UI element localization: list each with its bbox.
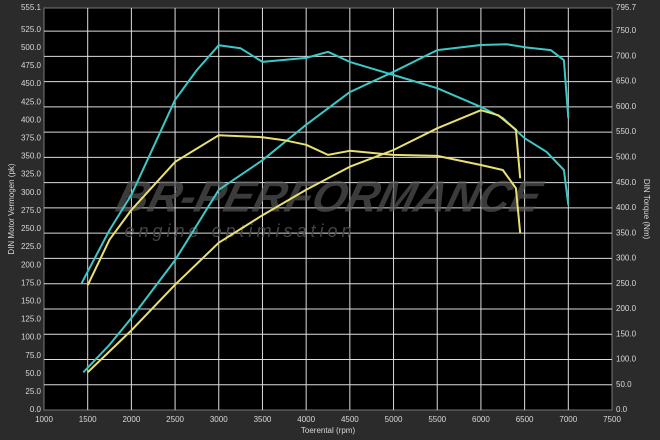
- x-tick-label: 7500: [603, 415, 621, 424]
- y-tick-label: 400.0: [21, 115, 42, 124]
- x-tick-label: 4500: [341, 415, 359, 424]
- y2-axis-label: DIN Torque (Nm): [642, 179, 651, 240]
- watermark-subtitle: engine optimisation: [124, 221, 355, 241]
- y-tick-label: 150.0: [21, 296, 42, 305]
- y2-tick-label: 150.0: [616, 329, 637, 338]
- data-line: [86, 134, 522, 286]
- data-line: [82, 43, 570, 373]
- data-line: [87, 109, 522, 374]
- y-tick-label: 75.0: [25, 351, 41, 360]
- y-tick-label: 0.0: [30, 405, 42, 414]
- x-tick-label: 1500: [79, 415, 97, 424]
- y-tick-label: 475.0: [21, 61, 42, 70]
- y-tick-label: 25.0: [25, 387, 41, 396]
- y-tick-label: 200.0: [21, 260, 42, 269]
- grid: [44, 8, 612, 410]
- x-tick-label: 3500: [254, 415, 272, 424]
- y-tick-label: 275.0: [21, 206, 42, 215]
- y-tick-label: 125.0: [21, 315, 42, 324]
- y-tick-label: 325.0: [21, 170, 42, 179]
- x-tick-label: 6500: [516, 415, 534, 424]
- y2-tick-label: 350.0: [616, 228, 637, 237]
- y2-tick-label: 795.7: [616, 3, 637, 12]
- x-tick-label: 7000: [559, 415, 577, 424]
- y-axis-label: DIN Motor Vermogen (pk): [7, 163, 16, 254]
- y2-tick-label: 500.0: [616, 153, 637, 162]
- x-tick-label: 5000: [385, 415, 403, 424]
- y2-tick-label: 300.0: [616, 254, 637, 263]
- y2-tick-label: 700.0: [616, 51, 637, 60]
- y-tick-label: 450.0: [21, 79, 42, 88]
- y-tick-label: 350.0: [21, 152, 42, 161]
- x-tick-label: 2000: [122, 415, 140, 424]
- y2-tick-label: 550.0: [616, 127, 637, 136]
- y2-tick-label: 200.0: [616, 304, 637, 313]
- y-tick-label: 50.0: [25, 369, 41, 378]
- y2-tick-label: 50.0: [616, 380, 632, 389]
- y2-tick-label: 400.0: [616, 203, 637, 212]
- y-tick-label: 425.0: [21, 97, 42, 106]
- y-tick-label: 175.0: [21, 278, 42, 287]
- x-tick-label: 2500: [166, 415, 184, 424]
- x-tick-label: 4000: [297, 415, 315, 424]
- x-tick-label: 3000: [210, 415, 228, 424]
- y-tick-label: 225.0: [21, 242, 42, 251]
- y-tick-label: 500.0: [21, 43, 42, 52]
- y2-tick-label: 100.0: [616, 355, 637, 364]
- y2-tick-label: 450.0: [616, 178, 637, 187]
- y2-tick-label: 250.0: [616, 279, 637, 288]
- y-tick-label: 525.0: [21, 25, 42, 34]
- y2-tick-label: 750.0: [616, 26, 637, 35]
- y-tick-label: 100.0: [21, 333, 42, 342]
- y-tick-label: 300.0: [21, 188, 42, 197]
- y-tick-label: 555.1: [21, 3, 42, 12]
- data-line: [80, 44, 570, 284]
- y-tick-label: 250.0: [21, 224, 42, 233]
- x-tick-label: 6000: [472, 415, 490, 424]
- x-tick-label: 1000: [35, 415, 53, 424]
- x-axis-label: Toerental (rpm): [301, 426, 356, 435]
- y2-tick-label: 650.0: [616, 77, 637, 86]
- y-tick-label: 375.0: [21, 134, 42, 143]
- y2-tick-label: 600.0: [616, 102, 637, 111]
- watermark-title: BR-PERFORMANCE: [111, 172, 548, 221]
- y2-tick-label: 0.0: [616, 405, 628, 414]
- x-tick-label: 5500: [428, 415, 446, 424]
